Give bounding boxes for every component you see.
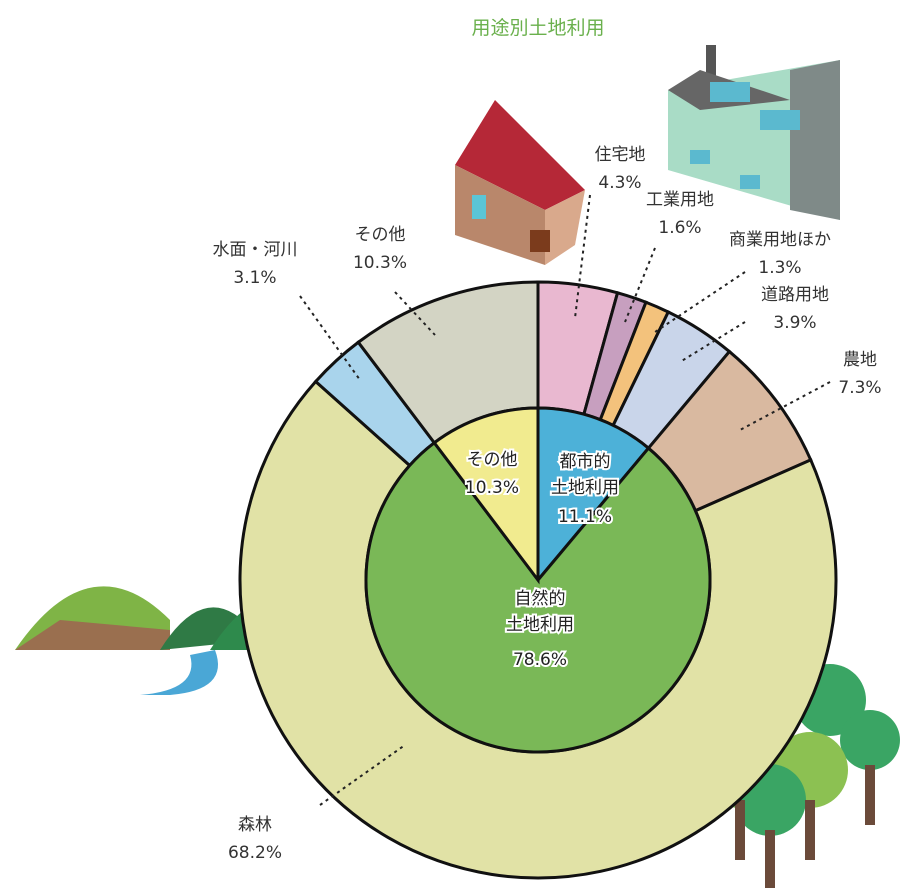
value-label: 3.9% [773, 313, 816, 333]
value-label: 1.3% [758, 258, 801, 278]
value-label: 68.2% [228, 843, 282, 863]
category-label: 道路用地 [761, 285, 829, 305]
inner-wedge [364, 440, 712, 754]
value-label: 3.1% [233, 268, 276, 288]
category-label: 農地 [843, 350, 877, 370]
leader-line [654, 271, 746, 333]
category-label: 住宅地 [595, 145, 646, 165]
category-label: その他 [355, 225, 406, 245]
category-label: 水面・河川 [213, 240, 298, 260]
rings [238, 280, 838, 880]
inner-value-label: 78.6% [513, 650, 567, 670]
value-label: 1.6% [658, 218, 701, 238]
inner-category-label: 自然的土地利用 [506, 589, 574, 635]
inner-category-label: 都市的土地利用 [551, 452, 619, 498]
category-label: 森林 [238, 815, 272, 835]
leader-line [679, 321, 746, 363]
inner-wedge [432, 406, 540, 585]
leader-line [394, 291, 436, 336]
leader-line [739, 381, 831, 431]
labels: 住宅地 4.3%工業用地 1.6% 商業用地ほか 1.3% 道路用地 3.9% 農地 7.3% 森… [213, 145, 882, 863]
leader-line [299, 295, 361, 381]
leader-line [319, 744, 406, 806]
inner-value-label: 11.1% [558, 507, 612, 527]
chart-title: 用途別土地利用 [471, 17, 604, 39]
inner-category-label: その他 [467, 450, 518, 470]
inner-value-label: 10.3% [465, 478, 519, 498]
inner-wedge [536, 406, 651, 585]
value-label: 7.3% [838, 378, 881, 398]
category-label: 商業用地ほか [729, 230, 831, 250]
value-label: 10.3% [353, 253, 407, 273]
category-label: 工業用地 [646, 190, 714, 210]
value-label: 4.3% [598, 173, 641, 193]
